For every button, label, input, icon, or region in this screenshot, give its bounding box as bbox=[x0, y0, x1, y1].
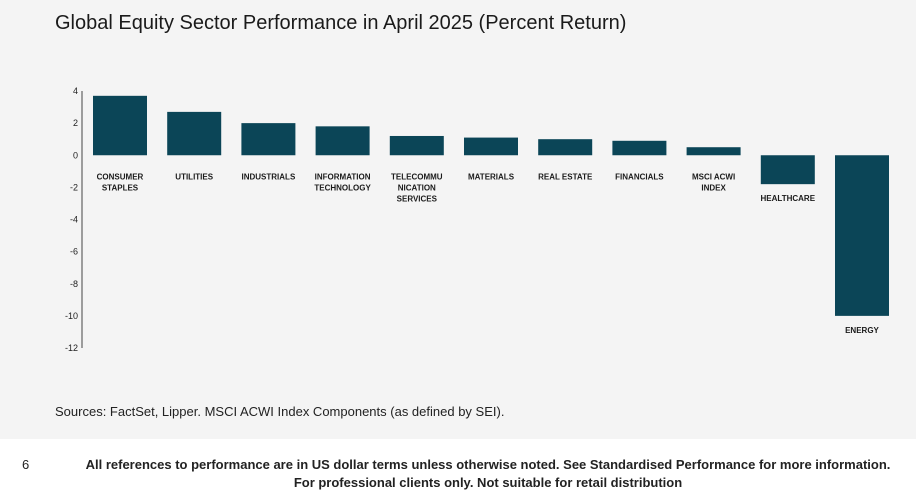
category-label: UTILITIES bbox=[175, 172, 213, 181]
bar bbox=[93, 95, 147, 156]
bar bbox=[835, 155, 889, 316]
category-label: TELECOMMU NICATION SERVICES bbox=[391, 172, 443, 203]
y-tick-label: -4 bbox=[70, 215, 78, 225]
bar bbox=[686, 147, 741, 156]
category-label: ENERGY bbox=[845, 326, 879, 335]
bar bbox=[241, 123, 296, 156]
category-label: MATERIALS bbox=[468, 172, 515, 181]
bar bbox=[538, 139, 593, 156]
y-tick-label: 4 bbox=[73, 86, 78, 96]
category-label-line: REAL ESTATE bbox=[538, 172, 593, 181]
bar bbox=[315, 126, 370, 156]
page-number: 6 bbox=[22, 457, 30, 472]
category-label: HEALTHCARE bbox=[761, 194, 816, 203]
category-label-line: NICATION bbox=[398, 183, 436, 192]
chart-title: Global Equity Sector Performance in Apri… bbox=[55, 12, 627, 34]
disclaimer-line-2: For professional clients only. Not suita… bbox=[293, 475, 683, 490]
category-label-line: MSCI ACWI bbox=[692, 172, 735, 181]
bar bbox=[167, 111, 222, 156]
category-label-line: ENERGY bbox=[845, 326, 879, 335]
category-label-line: UTILITIES bbox=[175, 172, 213, 181]
category-label: CONSUMER STAPLES bbox=[97, 172, 144, 192]
bar-chart: 4 2 0 -2 -4 -6 -8 -10 -12 CONSUMER STAPLES UTILITI… bbox=[65, 86, 889, 353]
bar bbox=[464, 137, 518, 156]
category-label-line: CONSUMER bbox=[97, 172, 144, 181]
category-label: INFORMATION TECHNOLOGY bbox=[314, 172, 371, 192]
category-label-line: HEALTHCARE bbox=[761, 194, 816, 203]
category-label: FINANCIALS bbox=[615, 172, 664, 181]
y-tick-label: -10 bbox=[65, 311, 78, 321]
y-tick-label: 2 bbox=[73, 118, 78, 128]
page-footer: 6 All references to performance are in U… bbox=[0, 439, 916, 494]
category-label-line: MATERIALS bbox=[468, 172, 515, 181]
category-label-line: INDEX bbox=[701, 183, 726, 192]
bar bbox=[612, 140, 667, 156]
bar bbox=[760, 155, 815, 185]
bar bbox=[389, 135, 444, 156]
category-label-line: TELECOMMU bbox=[391, 172, 443, 181]
category-label-line: INFORMATION bbox=[315, 172, 371, 181]
y-tick-label: -12 bbox=[65, 343, 78, 353]
category-label-line: INDUSTRIALS bbox=[242, 172, 296, 181]
chart-panel bbox=[0, 0, 916, 439]
category-label-line: SERVICES bbox=[397, 194, 438, 203]
disclaimer-line-1: All references to performance are in US … bbox=[85, 457, 891, 472]
y-tick-label: 0 bbox=[73, 150, 78, 160]
source-note: Sources: FactSet, Lipper. MSCI ACWI Inde… bbox=[55, 404, 505, 419]
category-label-line: STAPLES bbox=[102, 183, 139, 192]
y-tick-label: -8 bbox=[70, 279, 78, 289]
category-label: REAL ESTATE bbox=[538, 172, 593, 181]
y-tick-label: -6 bbox=[70, 247, 78, 257]
y-tick-label: -2 bbox=[70, 182, 78, 192]
category-label-line: FINANCIALS bbox=[615, 172, 664, 181]
category-label-line: TECHNOLOGY bbox=[314, 183, 371, 192]
category-label: MSCI ACWI INDEX bbox=[692, 172, 735, 192]
category-label: INDUSTRIALS bbox=[242, 172, 296, 181]
